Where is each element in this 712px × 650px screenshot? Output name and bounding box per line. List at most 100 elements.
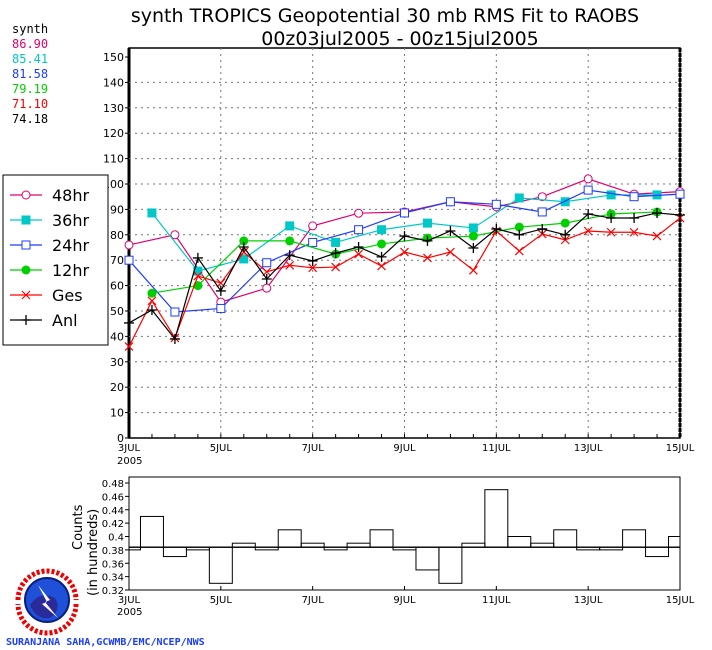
marker-filled-square	[422, 218, 432, 228]
marker-filled-circle	[285, 236, 295, 246]
marker-open-square	[537, 207, 547, 217]
logo-cloud	[30, 595, 58, 619]
y-tick-label: 110	[103, 153, 124, 166]
marker-filled-circle	[514, 222, 524, 232]
marker-plus	[560, 229, 571, 240]
marker-plus	[238, 241, 249, 252]
series-Ges	[124, 213, 685, 351]
legend-label-24hr: 24hr	[52, 236, 90, 255]
marker-filled-square	[377, 225, 387, 235]
marker-plus	[422, 235, 433, 246]
marker-open-circle	[21, 190, 31, 200]
marker-x	[468, 265, 478, 275]
y-tick-label: 40	[110, 330, 124, 343]
marker-x	[147, 296, 157, 306]
stat-48hr: 86.90	[12, 37, 49, 51]
marker-open-square	[170, 307, 180, 317]
count-bar	[208, 546, 233, 584]
marker-open-square	[216, 303, 226, 313]
marker-filled-square	[560, 197, 570, 207]
counts-x-tick-label: 3JUL	[118, 595, 141, 606]
count-bar	[415, 546, 440, 571]
counts-x-tick-label: 5JUL	[210, 595, 233, 606]
marker-open-square	[583, 185, 593, 195]
counts-y-tick-label: 0.4	[108, 533, 124, 544]
count-bar	[507, 536, 532, 548]
marker-x	[285, 260, 295, 270]
marker-open-square	[21, 240, 31, 250]
count-bar	[162, 546, 187, 558]
count-bar	[139, 515, 164, 548]
y-tick-label: 150	[103, 51, 124, 64]
y-tick-label: 30	[110, 356, 124, 369]
count-bar	[277, 529, 302, 548]
logo-ring-text2	[15, 603, 79, 636]
marker-x	[124, 342, 134, 351]
x-tick-label: 15JUL	[666, 443, 695, 454]
y-tick-label: 140	[103, 76, 124, 89]
marker-filled-square	[331, 237, 341, 247]
marker-plus	[169, 333, 180, 344]
marker-x	[560, 235, 570, 245]
marker-open-square	[400, 208, 409, 218]
y-tick-label: 0	[117, 432, 124, 445]
marker-open-square	[308, 237, 318, 247]
y-tick-label: 70	[110, 254, 124, 267]
counts-x-year-label: 2005	[117, 607, 142, 618]
y-tick-label: 130	[103, 102, 124, 115]
marker-open-circle	[583, 174, 593, 184]
marker-plus	[307, 255, 318, 266]
marker-x	[537, 229, 547, 239]
marker-filled-square	[606, 190, 616, 200]
marker-filled-circle	[377, 239, 387, 249]
y-tick-label: 80	[110, 229, 124, 242]
marker-x	[239, 247, 249, 257]
counts-y-tick-label: 0.46	[102, 492, 124, 503]
marker-x	[583, 226, 593, 236]
marker-filled-square	[514, 193, 524, 203]
counts-y-tick-label: 0.32	[102, 586, 124, 597]
marker-open-circle	[537, 192, 547, 202]
marker-open-square	[124, 255, 134, 265]
marker-plus	[124, 317, 134, 328]
legend-label-36hr: 36hr	[52, 211, 90, 230]
marker-filled-square	[147, 208, 157, 218]
marker-plus	[583, 208, 594, 219]
marker-plus	[192, 252, 203, 263]
marker-plus	[261, 273, 272, 284]
counts-x-tick-label: 7JUL	[302, 595, 325, 606]
marker-open-square	[491, 199, 501, 209]
marker-filled-square	[285, 221, 295, 231]
count-bar	[369, 529, 394, 548]
x-tick-label: 13JUL	[574, 443, 603, 454]
stat-Anl: 74.18	[12, 112, 49, 126]
marker-x	[331, 262, 341, 272]
counts-y-tick-label: 0.48	[102, 479, 124, 490]
marker-filled-square	[193, 266, 203, 276]
x-tick-label: 9JUL	[393, 443, 416, 454]
marker-plus	[353, 241, 364, 252]
legend-box	[2, 174, 109, 346]
counts-y-tick-label: 0.44	[102, 506, 124, 517]
logo-ring-text	[15, 568, 79, 601]
credit-text: SURANJANA SAHA,GCWMB/EMC/NCEP/NWS	[6, 637, 205, 648]
marker-x	[652, 231, 662, 241]
marker-open-circle	[262, 283, 272, 293]
chart-subtitle: 00z03jul2005 - 00z15jul2005	[261, 28, 539, 50]
marker-x	[193, 271, 203, 281]
counts-x-tick-label: 9JUL	[393, 595, 416, 606]
legend-label-Anl: Anl	[52, 311, 78, 330]
marker-plus	[675, 209, 685, 220]
marker-open-circle	[354, 208, 364, 218]
marker-filled-circle	[468, 231, 478, 241]
marker-plus	[514, 229, 525, 240]
y-tick-label: 60	[110, 280, 124, 293]
marker-open-square	[354, 225, 364, 235]
counts-frame	[128, 476, 681, 591]
marker-filled-square	[21, 215, 31, 225]
stat-24hr: 81.58	[12, 67, 49, 81]
x-year-label: 2005	[117, 456, 142, 467]
marker-open-square	[445, 197, 455, 207]
stat-Ges: 71.10	[12, 97, 49, 111]
marker-x	[400, 247, 409, 257]
